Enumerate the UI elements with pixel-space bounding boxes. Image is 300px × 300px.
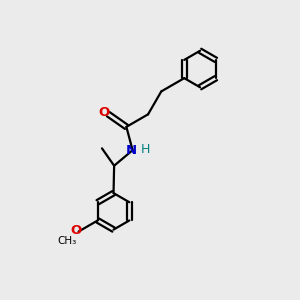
Text: O: O	[70, 224, 81, 236]
Text: H: H	[140, 143, 150, 156]
Text: O: O	[99, 106, 110, 119]
Text: N: N	[126, 144, 137, 157]
Text: CH₃: CH₃	[58, 236, 77, 246]
